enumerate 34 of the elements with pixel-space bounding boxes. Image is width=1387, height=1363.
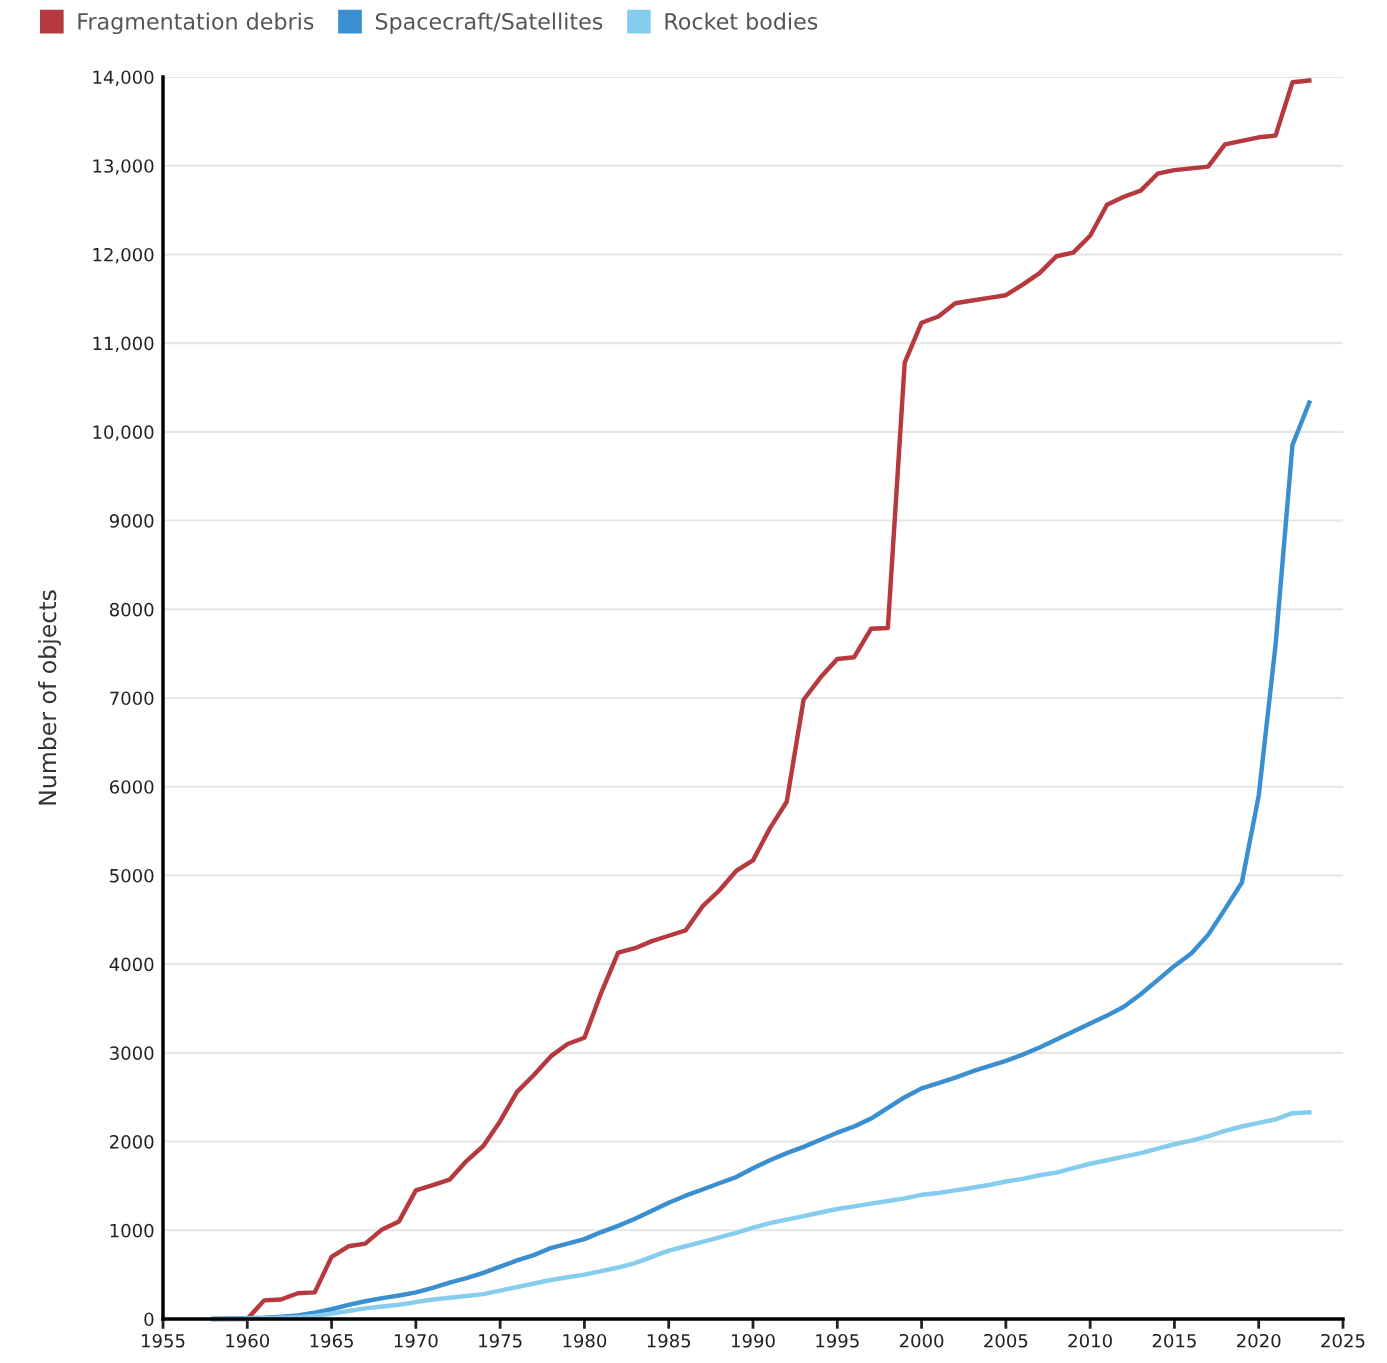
y-tick-label: 1000 xyxy=(110,1223,154,1238)
y-tick-label: 11,000 xyxy=(93,336,154,353)
x-tick-label: 2020 xyxy=(1237,1333,1281,1348)
x-tick-label: 2015 xyxy=(1152,1333,1196,1348)
y-tick-label: 8000 xyxy=(109,602,154,617)
y-tick-label: 14,000 xyxy=(93,70,154,86)
y-tick-label: 2000 xyxy=(110,1135,154,1149)
legend-label: Fragmentation debris xyxy=(78,12,314,35)
x-tick-label: 1995 xyxy=(816,1333,859,1348)
y-tick-label: 4000 xyxy=(109,957,154,972)
x-tick-label: 1990 xyxy=(732,1333,775,1348)
y-tick-label: 9000 xyxy=(109,514,154,528)
x-tick-label: 1970 xyxy=(394,1333,438,1348)
y-tick-label: 13,000 xyxy=(93,159,154,175)
x-tick-label: 2005 xyxy=(984,1333,1028,1348)
y-tick-label: 7000 xyxy=(110,691,154,706)
x-tick-label: 1980 xyxy=(563,1333,607,1348)
x-tick-label: 1965 xyxy=(310,1333,353,1348)
x-tick-label: 1985 xyxy=(647,1333,691,1348)
x-tick-label: 2010 xyxy=(1068,1333,1112,1348)
x-tick-label: 1960 xyxy=(226,1333,270,1348)
legend-label: Rocket bodies xyxy=(665,12,818,30)
y-tick-label: 0 xyxy=(144,1312,154,1327)
x-tick-label: 2000 xyxy=(899,1333,944,1348)
y-tick-label: 12,000 xyxy=(93,247,154,264)
legend-label: Spacecraft/Satellites xyxy=(375,12,603,35)
x-tick-label: 2025 xyxy=(1321,1333,1365,1348)
x-tick-label: 1955 xyxy=(142,1333,185,1348)
x-tick-label: 1975 xyxy=(479,1333,522,1348)
y-tick-label: 5000 xyxy=(110,868,154,883)
y-tick-label: 10,000 xyxy=(93,425,154,441)
y-tick-label: 3000 xyxy=(110,1046,154,1060)
y-tick-label: 6000 xyxy=(109,780,154,794)
y-axis-title: Number of objects xyxy=(38,590,61,805)
